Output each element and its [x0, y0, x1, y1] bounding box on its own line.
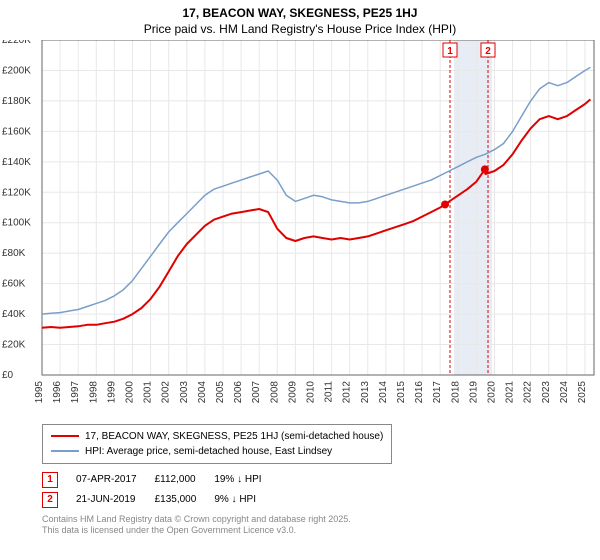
svg-text:2009: 2009: [287, 380, 298, 403]
svg-text:1996: 1996: [52, 380, 63, 403]
svg-text:2001: 2001: [143, 380, 154, 403]
svg-text:£220K: £220K: [2, 40, 31, 46]
svg-text:1997: 1997: [70, 380, 81, 403]
svg-text:2011: 2011: [324, 380, 335, 402]
footer: Contains HM Land Registry data © Crown c…: [42, 514, 600, 537]
table-row: 2 21-JUN-2019 £135,000 9% ↓ HPI: [42, 490, 280, 510]
svg-text:2004: 2004: [197, 380, 208, 403]
svg-text:£20K: £20K: [2, 339, 26, 350]
chart-area: £0 £20K £40K £60K £80K £100K £120K £140K £160K £1…: [0, 40, 600, 420]
svg-text:2014: 2014: [378, 380, 389, 403]
legend-swatch-price: [51, 435, 79, 437]
svg-text:2021: 2021: [505, 380, 516, 403]
svg-text:2020: 2020: [486, 380, 497, 403]
svg-text:£60K: £60K: [2, 278, 26, 289]
legend: 17, BEACON WAY, SKEGNESS, PE25 1HJ (semi…: [42, 424, 392, 464]
chart-title: 17, BEACON WAY, SKEGNESS, PE25 1HJ: [0, 0, 600, 22]
sale-delta-2: 9% ↓ HPI: [214, 490, 279, 510]
svg-text:£180K: £180K: [2, 96, 31, 107]
sale-marker-1: 1: [42, 472, 58, 488]
svg-text:2010: 2010: [305, 380, 316, 403]
chart-svg: £0 £20K £40K £60K £80K £100K £120K £140K £160K £1…: [0, 40, 600, 420]
sale-date-2: 21-JUN-2019: [76, 490, 155, 510]
svg-text:2000: 2000: [124, 380, 135, 403]
legend-swatch-hpi: [51, 450, 79, 452]
footer-line-1: Contains HM Land Registry data © Crown c…: [42, 514, 600, 526]
svg-text:2013: 2013: [360, 380, 371, 403]
sale-price-2: £135,000: [155, 490, 215, 510]
legend-label-hpi: HPI: Average price, semi-detached house,…: [85, 444, 332, 459]
svg-text:2006: 2006: [233, 380, 244, 403]
svg-text:2002: 2002: [161, 380, 172, 403]
svg-text:2025: 2025: [577, 380, 588, 403]
svg-text:2015: 2015: [396, 380, 407, 403]
sale-marker-2: 2: [42, 492, 58, 508]
svg-text:2022: 2022: [523, 380, 534, 403]
svg-text:2008: 2008: [269, 380, 280, 403]
sale-price-1: £112,000: [155, 470, 215, 490]
svg-text:2: 2: [485, 46, 491, 57]
svg-text:2003: 2003: [179, 380, 190, 403]
svg-text:2024: 2024: [559, 380, 570, 403]
svg-text:2023: 2023: [541, 380, 552, 403]
svg-text:1995: 1995: [34, 380, 45, 403]
svg-text:£160K: £160K: [2, 126, 31, 137]
svg-text:£100K: £100K: [2, 217, 31, 228]
legend-label-price: 17, BEACON WAY, SKEGNESS, PE25 1HJ (semi…: [85, 429, 383, 444]
legend-item-price: 17, BEACON WAY, SKEGNESS, PE25 1HJ (semi…: [51, 429, 383, 444]
svg-text:£0: £0: [2, 370, 14, 381]
svg-text:2012: 2012: [342, 380, 353, 403]
svg-text:£80K: £80K: [2, 248, 26, 259]
sale-date-1: 07-APR-2017: [76, 470, 155, 490]
legend-item-hpi: HPI: Average price, semi-detached house,…: [51, 444, 383, 459]
svg-text:£200K: £200K: [2, 65, 31, 76]
svg-text:1998: 1998: [88, 380, 99, 403]
svg-text:2005: 2005: [215, 380, 226, 403]
svg-text:2007: 2007: [251, 380, 262, 403]
svg-text:1999: 1999: [106, 380, 117, 403]
svg-text:2017: 2017: [432, 380, 443, 403]
svg-text:2019: 2019: [468, 380, 479, 403]
svg-text:2016: 2016: [414, 380, 425, 403]
sales-table: 1 07-APR-2017 £112,000 19% ↓ HPI 2 21-JU…: [42, 470, 280, 510]
svg-text:£40K: £40K: [2, 309, 26, 320]
table-row: 1 07-APR-2017 £112,000 19% ↓ HPI: [42, 470, 280, 490]
chart-subtitle: Price paid vs. HM Land Registry's House …: [0, 22, 600, 40]
svg-text:2018: 2018: [450, 380, 461, 403]
svg-text:1: 1: [447, 46, 453, 57]
footer-line-2: This data is licensed under the Open Gov…: [42, 525, 600, 537]
sale-delta-1: 19% ↓ HPI: [214, 470, 279, 490]
svg-text:£120K: £120K: [2, 187, 31, 198]
svg-text:£140K: £140K: [2, 156, 31, 167]
